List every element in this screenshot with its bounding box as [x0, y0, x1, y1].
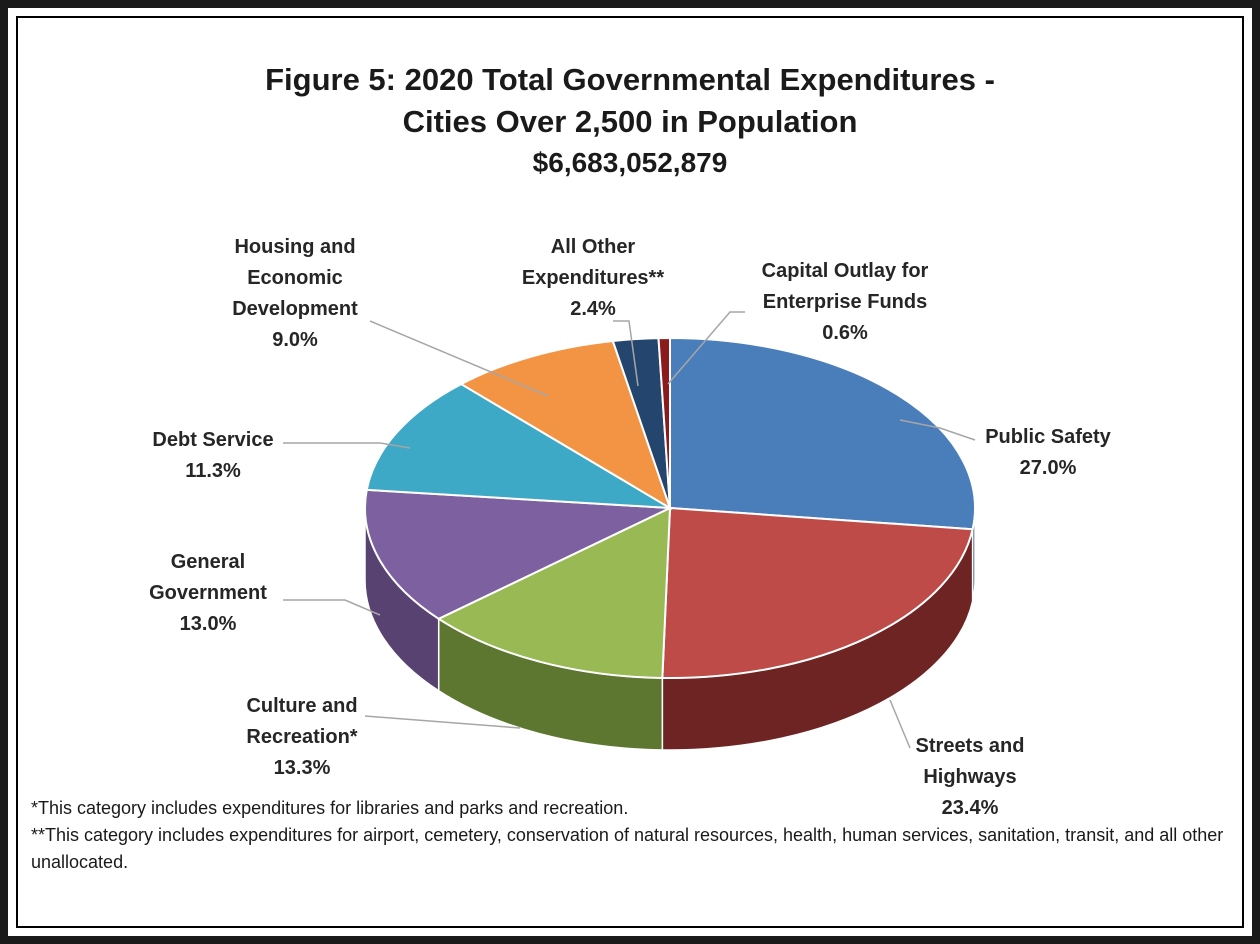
slice-label-3-1: Government	[149, 582, 267, 604]
slice-label-3-0: General	[171, 551, 245, 573]
inner-frame	[16, 16, 1244, 928]
leader-line-4	[283, 442, 411, 449]
slice-label-5-2: Development	[232, 298, 358, 320]
leader-line-2	[364, 715, 521, 729]
slice-label-1-0: Streets and	[916, 735, 1025, 757]
data-label-7: 0.6%	[822, 322, 868, 344]
pie-slice-3	[364, 488, 674, 620]
slice-label-5-0: Housing and	[234, 236, 355, 258]
pie-slice-5	[459, 339, 672, 511]
leader-line-3	[283, 599, 381, 616]
slice-label-6-0: All Other	[551, 236, 636, 258]
slice-label-5-1: Economic	[247, 267, 343, 289]
pie-slice-0	[669, 336, 976, 531]
leader-line-1	[889, 699, 911, 749]
slice-label-2-1: Recreation*	[246, 726, 357, 748]
slice-label-7-1: Enterprise Funds	[763, 291, 927, 313]
leader-line-5	[369, 320, 549, 397]
data-label-3: 13.0%	[180, 613, 237, 635]
data-label-0: 27.0%	[1020, 457, 1077, 479]
data-label-4: 11.3%	[185, 460, 241, 482]
data-label-1: 23.4%	[942, 797, 999, 819]
slice-label-1-1: Highways	[923, 766, 1016, 788]
footnotes: *This category includes expenditures for…	[31, 795, 1231, 876]
pie-slice-1	[661, 506, 974, 679]
chart-total: $6,683,052,879	[532, 147, 728, 178]
slice-label-6-1: Expenditures**	[522, 267, 664, 289]
pie-slice-7	[657, 336, 671, 509]
data-label-5: 9.0%	[272, 329, 318, 351]
slice-label-7-0: Capital Outlay for	[762, 260, 929, 282]
chart-title-line2: Cities Over 2,500 in Population	[402, 104, 858, 139]
slice-label-4-0: Debt Service	[152, 429, 273, 451]
slice-label-0-0: Public Safety	[985, 426, 1111, 448]
data-label-2: 13.3%	[274, 757, 331, 779]
data-label-6: 2.4%	[570, 298, 616, 320]
leader-line-0	[899, 419, 976, 441]
pie-slice-2	[436, 506, 672, 679]
leader-line-6	[613, 320, 639, 387]
footnote-1: *This category includes expenditures for…	[31, 798, 629, 818]
footnote-2: **This category includes expenditures fo…	[31, 825, 1224, 872]
chart-title-line1: Figure 5: 2020 Total Governmental Expend…	[265, 62, 995, 97]
leader-line-7	[667, 311, 745, 385]
slice-label-2-0: Culture and	[246, 695, 357, 717]
pie-slice-4	[365, 382, 671, 509]
